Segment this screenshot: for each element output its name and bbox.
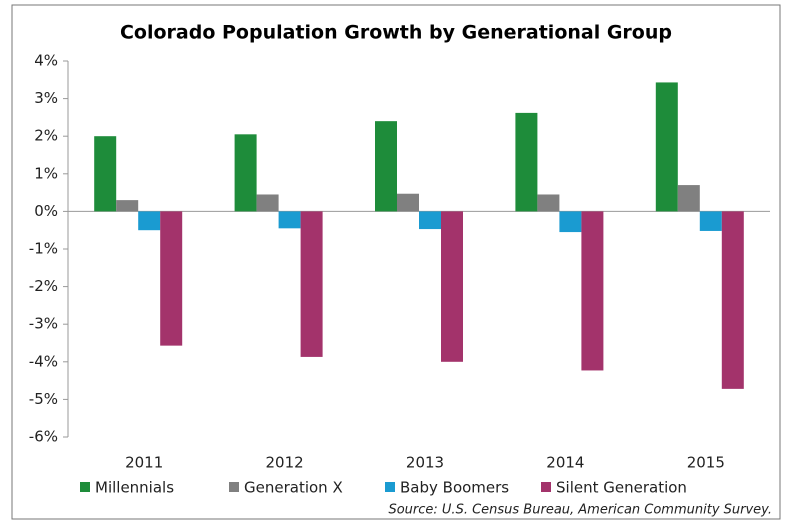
x-tick-label: 2012 [266,454,304,472]
legend-swatch [80,482,90,492]
y-tick-label: -4% [29,352,58,370]
y-tick-label: 4% [34,52,58,70]
y-tick-label: -1% [29,240,58,258]
bar [537,194,560,212]
bar [397,193,419,212]
bar [138,211,161,231]
y-tick-label: 3% [34,89,58,107]
bar [234,134,257,212]
y-tick-label: -3% [29,315,58,333]
legend-label: Baby Boomers [400,479,509,497]
y-tick-label: -5% [29,390,58,408]
bar [581,211,604,371]
chart-frame [11,4,781,520]
y-tick-label: 2% [34,127,58,145]
legend-label: Generation X [244,479,343,497]
x-tick-label: 2013 [406,454,444,472]
bar [441,211,463,362]
legend-swatch [385,482,395,492]
bar [300,211,323,357]
bar [559,211,582,233]
bar [419,211,441,230]
legend-swatch [229,482,239,492]
legend-swatch [541,482,551,492]
legend-label: Millennials [95,479,174,497]
bar [699,211,722,231]
y-tick-label: -2% [29,277,58,295]
chart-title: Colorado Population Growth by Generation… [120,22,672,44]
bar [375,121,397,212]
x-tick-label: 2015 [687,454,725,472]
bar [116,200,139,212]
bar [721,211,744,389]
y-tick-label: 0% [34,202,58,220]
bar [677,185,700,212]
y-tick-label: 1% [34,164,58,182]
y-tick-label: -6% [29,428,58,446]
bar [515,112,538,212]
bar [655,82,678,212]
bar [94,136,117,212]
bar [278,211,301,229]
bar [256,194,279,212]
x-tick-label: 2014 [546,454,584,472]
source-note: Source: U.S. Census Bureau, American Com… [388,503,772,518]
x-tick-label: 2011 [125,454,163,472]
bar [160,211,183,346]
legend-label: Silent Generation [556,479,687,497]
